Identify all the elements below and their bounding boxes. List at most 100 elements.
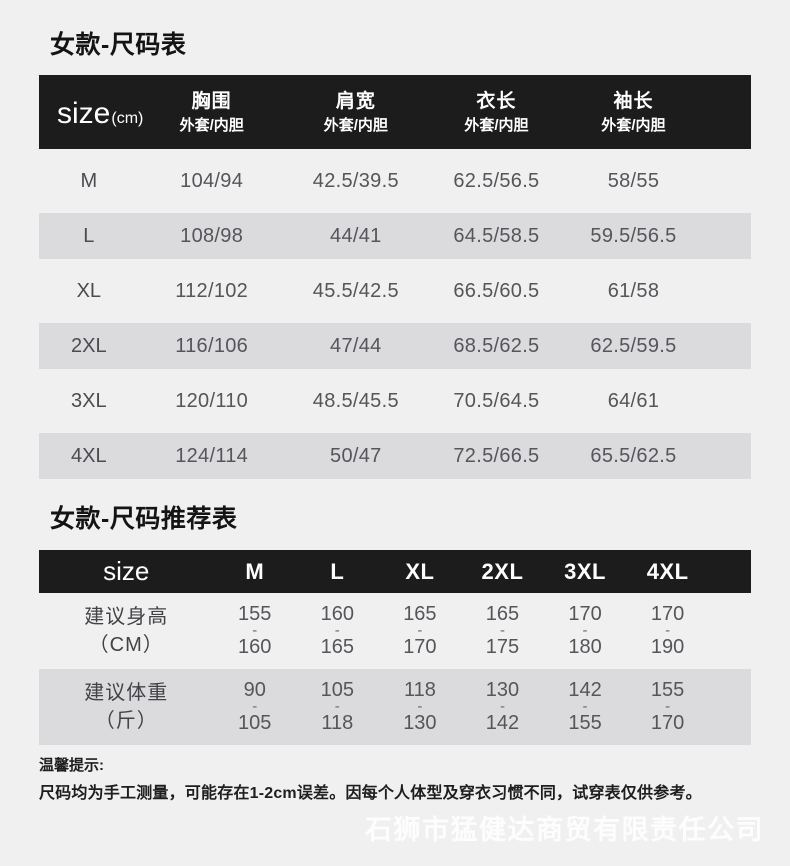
range-dash: - [499,698,505,715]
cell-length: 66.5/60.5 [453,279,540,302]
size-table: size (cm) 胸围 外套/内胆 肩宽 外套/内胆 衣长 外套/内胆 袖长 外… [39,75,751,479]
size-header-cell: size (cm) [39,99,143,129]
range-dash: - [417,698,423,715]
range-dash: - [252,698,258,715]
column-header-m: M [245,558,265,584]
cell-chest: 116/106 [175,334,249,357]
cell-shoulder: 45.5/42.5 [312,279,399,302]
cell-sleeve: 61/58 [607,279,660,302]
table-row-l: L 108/98 44/41 64.5/58.5 59.5/56.5 [39,213,751,259]
cell-length: 62.5/56.5 [453,169,540,192]
range-cell: 105 - 118 [320,679,354,734]
column-subtitle: 外套/内胆 [179,117,244,134]
row-size-label: M [80,169,98,192]
size-unit-label: (cm) [111,110,144,127]
cell-shoulder: 48.5/45.5 [312,389,399,412]
section2-title: 女款-尺码推荐表 [50,505,238,533]
size-table-header: size (cm) 胸围 外套/内胆 肩宽 外套/内胆 衣长 外套/内胆 袖长 外… [39,75,751,149]
row-size-label: XL [76,279,102,302]
column-header-4xl: 4XL [646,558,689,584]
tips-body: 尺码均为手工测量，可能存在1-2cm误差。因每个人体型及穿衣习惯不同，试穿表仅供… [39,785,702,802]
column-name: 袖长 [613,91,654,112]
row-size-label: 4XL [71,444,107,467]
row-label-unit: （CM） [88,634,164,656]
column-header-xl: XL [405,558,435,584]
column-name: 肩宽 [335,91,376,112]
recommend-row-height: 建议身高 （CM） 155 - 160 160 - 165 165 - 170 … [39,593,751,669]
cell-sleeve: 59.5/56.5 [590,224,677,247]
range-dash: - [665,698,671,715]
cell-length: 64.5/58.5 [453,224,540,247]
range-cell: 170 - 180 [568,603,602,658]
row-size-label: L [83,224,95,247]
table-row-3xl: 3XL 120/110 48.5/45.5 70.5/64.5 64/61 [39,378,751,424]
range-cell: 170 - 190 [650,603,685,658]
column-subtitle: 外套/内胆 [464,117,529,134]
range-dash: - [334,622,340,639]
row-size-label: 3XL [71,389,107,412]
range-cell: 160 - 165 [320,603,354,658]
column-name: 胸围 [191,91,232,112]
table-row-m: M 104/94 42.5/39.5 62.5/56.5 58/55 [39,158,751,204]
range-dash: - [417,622,423,639]
column-header-2xl: 2XL [481,558,524,584]
range-cell: 165 - 175 [485,603,520,658]
cell-chest: 124/114 [175,444,249,467]
cell-shoulder: 44/41 [330,224,382,247]
row-label-text: 建议身高 [84,606,169,628]
cell-shoulder: 42.5/39.5 [312,169,399,192]
cell-sleeve: 65.5/62.5 [590,444,677,467]
recommend-table-header: size M L XL 2XL 3XL 4XL [39,550,751,593]
range-cell: 90 - 105 [238,679,272,734]
range-dash: - [582,698,588,715]
table-row-xl: XL 112/102 45.5/42.5 66.5/60.5 61/58 [39,268,751,314]
range-cell: 118 - 130 [403,679,437,734]
table-row-2xl: 2XL 116/106 47/44 68.5/62.5 62.5/59.5 [39,323,751,369]
row-label: 建议体重 （斤） [39,679,213,735]
cell-sleeve: 58/55 [607,169,660,192]
range-dash: - [582,622,588,639]
column-subtitle: 外套/内胆 [323,117,388,134]
range-dash: - [334,698,340,715]
range-cell: 142 - 155 [568,679,602,734]
cell-length: 70.5/64.5 [453,389,540,412]
column-header-sleeve: 袖长 外套/内胆 [566,90,701,134]
range-dash: - [499,622,505,639]
cell-length: 72.5/66.5 [453,444,540,467]
cell-length: 68.5/62.5 [453,334,540,357]
table-row-4xl: 4XL 124/114 50/47 72.5/66.5 65.5/62.5 [39,433,751,479]
cell-chest: 104/94 [180,169,244,192]
row-label-text: 建议体重 [84,682,169,704]
range-cell: 130 - 142 [485,679,520,734]
range-dash: - [252,622,258,639]
row-label-unit: （斤） [94,710,158,732]
column-header-shoulder: 肩宽 外套/内胆 [285,90,427,134]
tips-section: 温馨提示: 尺码均为手工测量，可能存在1-2cm误差。因每个人体型及穿衣习惯不同… [39,757,752,804]
row-size-label: 2XL [71,334,107,357]
column-header-l: L [330,558,345,584]
recommend-row-weight: 建议体重 （斤） 90 - 105 105 - 118 118 - 130 13… [39,669,751,745]
row-label: 建议身高 （CM） [39,603,213,659]
tips-title: 温馨提示: [39,757,104,774]
cell-sleeve: 64/61 [607,389,660,412]
cell-chest: 112/102 [175,279,249,302]
size-header-cell: size [103,555,150,586]
column-header-chest: 胸围 外套/内胆 [139,90,285,134]
section1-title: 女款-尺码表 [50,31,187,59]
company-watermark: 石狮市猛健达商贸有限责任公司 [365,815,764,845]
column-header-3xl: 3XL [564,558,606,584]
cell-sleeve: 62.5/59.5 [590,334,677,357]
column-subtitle: 外套/内胆 [601,117,666,134]
cell-shoulder: 47/44 [330,334,382,357]
column-name: 衣长 [476,91,517,112]
cell-chest: 120/110 [175,389,249,412]
column-header-length: 衣长 外套/内胆 [427,90,566,134]
cell-shoulder: 50/47 [330,444,382,467]
range-cell: 155 - 160 [238,603,272,658]
range-cell: 165 - 170 [403,603,437,658]
recommend-table: size M L XL 2XL 3XL 4XL 建议身高 （CM） 155 - … [39,550,751,745]
cell-chest: 108/98 [180,224,244,247]
range-dash: - [665,622,671,639]
range-cell: 155 - 170 [650,679,685,734]
